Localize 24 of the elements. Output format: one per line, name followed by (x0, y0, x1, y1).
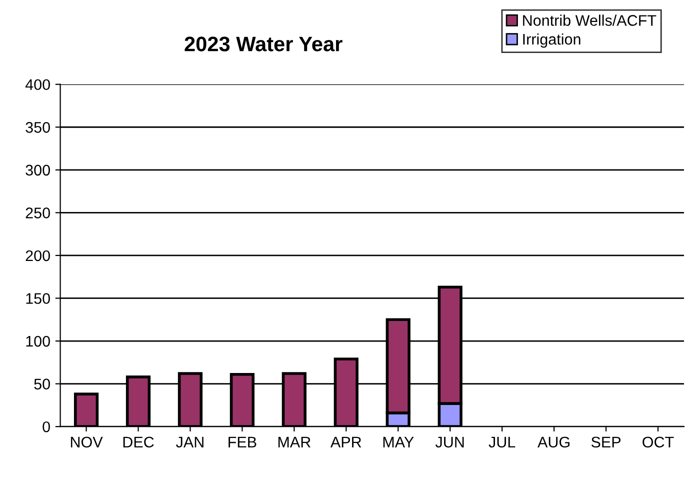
x-tick-label: NOV (70, 436, 103, 448)
x-tick-label: AUG (538, 436, 570, 448)
x-tick-label: DEC (123, 436, 154, 448)
y-tick-label: 250 (26, 208, 50, 218)
legend-label: Nontrib Wells/ACFT (523, 14, 656, 26)
y-tick-label: 50 (34, 378, 50, 390)
y-tick-label: 400 (25, 79, 50, 90)
x-tick-label: JUN (435, 436, 464, 448)
x-tick-label: SEP (591, 436, 621, 448)
x-tick-label: JAN (176, 436, 204, 448)
y-tick-label: 200 (26, 250, 50, 262)
y-tick-label: 0 (42, 421, 50, 432)
y-tick-label: 350 (26, 122, 50, 133)
x-tick-label: APR (330, 436, 362, 448)
chart-title: 2023 Water Year (184, 36, 342, 52)
y-tick-label: 150 (26, 293, 50, 304)
x-tick-label: OCT (642, 436, 674, 448)
x-tick-label: MAR (278, 436, 310, 448)
y-tick-label: 100 (26, 336, 50, 347)
y-tick-label: 300 (26, 164, 50, 176)
x-tick-label: FEB (228, 436, 256, 448)
x-tick-label: MAY (383, 436, 414, 448)
legend-label: Irrigation (523, 33, 580, 48)
x-tick-label: JUL (488, 436, 516, 448)
